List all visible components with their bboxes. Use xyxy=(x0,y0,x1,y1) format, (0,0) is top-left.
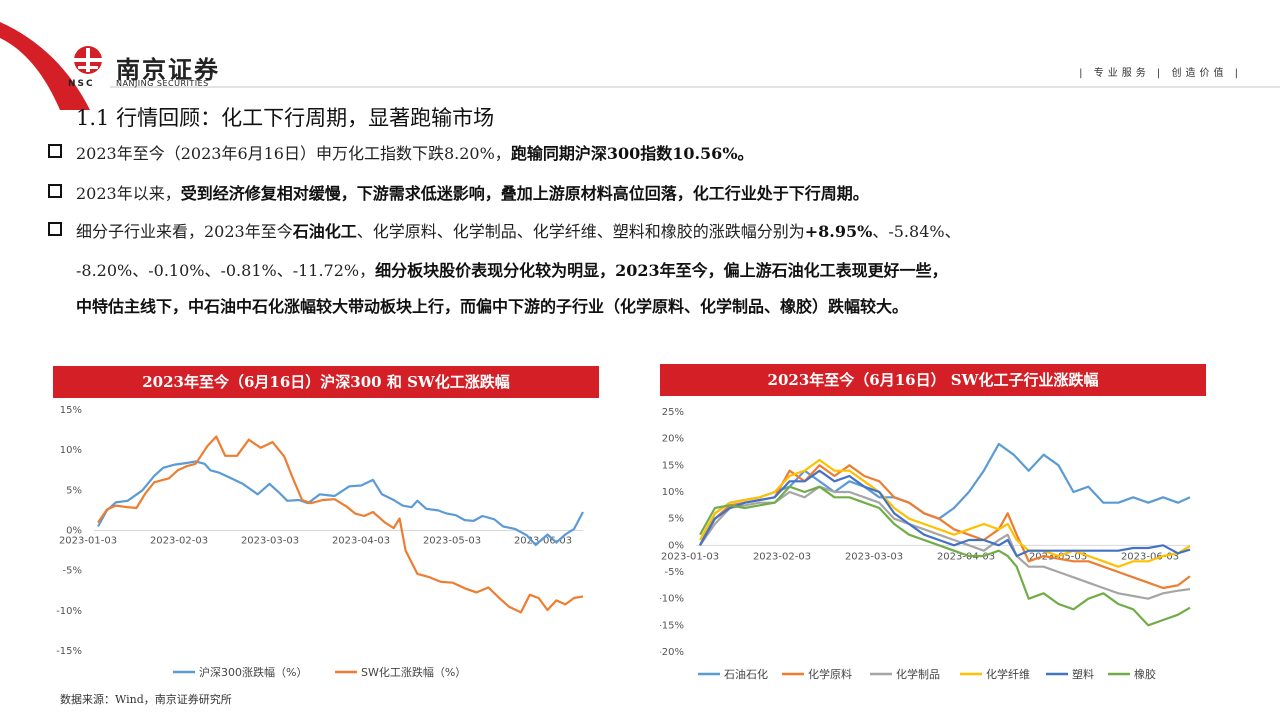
x-tick-label: 2023-01-03 xyxy=(59,536,117,547)
slogan: | 专业服务 | 创造价值 | xyxy=(1079,68,1242,79)
bullet-3-line-3: 中特估主线下，中石油中石化涨幅较大带动板块上行，而偏中下游的子行业（化学原料、化… xyxy=(76,293,908,317)
series-line-2 xyxy=(699,464,1191,590)
y-tick-label: -5% xyxy=(665,567,684,578)
y-tick-label: -10% xyxy=(56,606,82,617)
brand-name: 南京证券 xyxy=(116,55,220,84)
bullet-3-text: 、化学原料、化学制品、化学纤维、塑料和橡胶的涨跌幅分别为 xyxy=(356,222,805,241)
y-tick-label: 0% xyxy=(668,540,684,551)
series-line-2 xyxy=(97,435,584,614)
legend-label: 塑料 xyxy=(1072,667,1094,681)
legend-label: 化学纤维 xyxy=(986,667,1030,681)
chart-2-title: 2023年至今（6月16日） SW化工子行业涨跌幅 xyxy=(660,364,1206,396)
y-tick-label: -20% xyxy=(660,647,684,658)
x-tick-label: 2023-02-03 xyxy=(753,551,811,562)
y-tick-label: 15% xyxy=(662,460,684,471)
bullet-2-text: 2023年以来， xyxy=(76,184,181,203)
chart-1-title: 2023年至今（6月16日）沪深300 和 SW化工涨跌幅 xyxy=(53,366,599,398)
bullet-marker xyxy=(48,222,62,236)
y-tick-label: 10% xyxy=(662,487,684,498)
corner-swoosh xyxy=(0,22,90,110)
nsc-emblem-icon xyxy=(74,46,102,74)
legend-label: 化学制品 xyxy=(896,667,940,681)
bullet-3-line-2: -8.20%、-0.10%、-0.81%、-11.72%，细分板块股价表现分化较… xyxy=(76,257,948,281)
legend-label: SW化工涨跌幅（%） xyxy=(361,665,466,679)
bullet-3-text: 细分子行业来看，2023年至今 xyxy=(76,222,293,241)
chart-1: 15% 10% 5% 0% -5% -10% -15% 2023-01-03 2023-02-0… xyxy=(56,405,584,679)
series-line-6 xyxy=(699,485,1191,627)
bullet-1: 2023年至今（2023年6月16日）申万化工指数下跌8.20%，跑输同期沪深3… xyxy=(76,140,754,164)
chart-2: 25% 20% 15% 10% 5% 0% -5% -10% -15% -20% 2023-01-0… xyxy=(660,407,1191,681)
x-tick-label: 2023-04-03 xyxy=(937,551,995,562)
x-tick-label: 2023-03-03 xyxy=(241,536,299,547)
bullet-2-emphasis: 受到经济修复相对缓慢，下游需求低迷影响，叠加上游原材料高位回落，化工行业处于下行… xyxy=(180,184,869,203)
y-tick-label: 10% xyxy=(60,445,82,456)
header-divider xyxy=(110,86,1280,88)
y-tick-label: 25% xyxy=(662,407,684,418)
series-line-3 xyxy=(699,485,1191,600)
x-tick-label: 2023-01-03 xyxy=(661,551,719,562)
bullet-3-emphasis: 石油化工 xyxy=(292,222,357,241)
x-tick-label: 2023-02-03 xyxy=(150,536,208,547)
bullet-3-text: 、-5.84%、 xyxy=(872,222,961,241)
y-tick-label: -10% xyxy=(660,594,684,605)
legend-label: 化学原料 xyxy=(808,667,852,681)
bullet-1-emphasis: 跑输同期沪深300指数10.56%。 xyxy=(510,144,754,163)
series-line-5 xyxy=(699,469,1191,558)
y-tick-label: 5% xyxy=(66,485,82,496)
bullet-1-text: 2023年至今（2023年6月16日）申万化工指数下跌8.20%， xyxy=(76,144,511,163)
bullet-3-emphasis: 中特估主线下，中石油中石化涨幅较大带动板块上行，而偏中下游的子行业（化学原料、化… xyxy=(76,297,909,316)
legend-label: 沪深300涨跌幅（%） xyxy=(199,665,307,679)
brand-abbr: NSC xyxy=(68,79,95,89)
x-tick-label: 2023-03-03 xyxy=(845,551,903,562)
series-line-4 xyxy=(699,458,1191,568)
y-tick-label: -5% xyxy=(63,566,82,577)
bullet-3-text: -8.20%、-0.10%、-0.81%、-11.72%， xyxy=(76,261,376,280)
series-line-1 xyxy=(699,442,1191,546)
y-tick-label: 15% xyxy=(60,405,82,416)
legend-label: 石油石化 xyxy=(724,667,768,681)
x-tick-label: 2023-06-03 xyxy=(514,536,572,547)
x-tick-label: 2023-06-03 xyxy=(1121,551,1179,562)
bullet-3-line-1: 细分子行业来看，2023年至今石油化工、化学原料、化学制品、化学纤维、塑料和橡胶… xyxy=(76,218,961,242)
series-line-1 xyxy=(97,460,584,547)
y-tick-label: -15% xyxy=(660,620,684,631)
bullet-3-emphasis: +8.95% xyxy=(804,222,873,241)
x-tick-label: 2023-04-03 xyxy=(332,536,390,547)
slide-title: 1.1 行情回顾：化工下行周期，显著跑输市场 xyxy=(76,106,495,130)
bullet-3-emphasis: 细分板块股价表现分化较为明显，2023年至今，偏上游石油化工表现更好一些， xyxy=(375,261,948,280)
y-tick-label: -15% xyxy=(56,646,82,657)
brand-name-en: NANJING SECURITIES xyxy=(116,79,209,88)
legend-label: 橡胶 xyxy=(1134,667,1156,681)
bullet-marker xyxy=(48,184,62,198)
y-tick-label: 20% xyxy=(662,434,684,445)
bullet-2: 2023年以来，受到经济修复相对缓慢，下游需求低迷影响，叠加上游原材料高位回落，… xyxy=(76,180,869,204)
bullet-marker xyxy=(48,144,62,158)
data-source: 数据来源：Wind，南京证券研究所 xyxy=(60,693,232,706)
x-tick-label: 2023-05-03 xyxy=(423,536,481,547)
y-tick-label: 5% xyxy=(668,514,684,525)
y-tick-label: 0% xyxy=(66,526,82,537)
